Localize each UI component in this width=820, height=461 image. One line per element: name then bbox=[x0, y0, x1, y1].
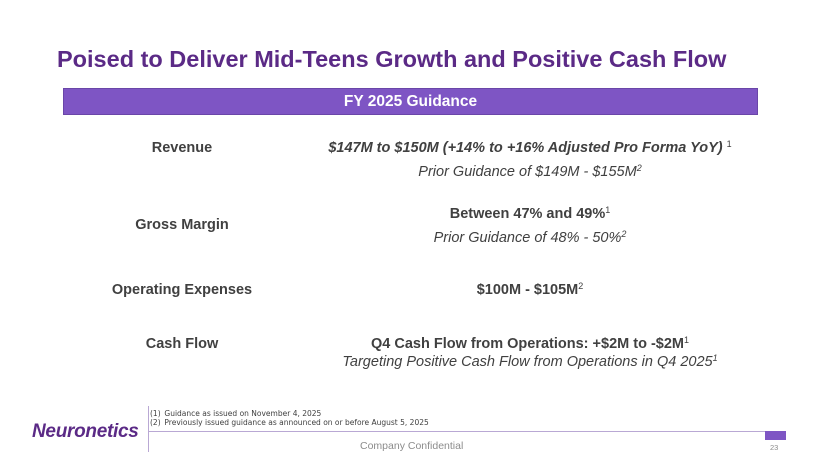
footer-divider-vertical bbox=[148, 406, 149, 452]
footnote-ref: 2 bbox=[621, 229, 627, 239]
guidance-banner: FY 2025 Guidance bbox=[63, 88, 758, 115]
cash-flow-guidance: Q4 Cash Flow from Operations: +$2M to -$… bbox=[370, 335, 690, 352]
gross-margin-prior-guidance: Prior Guidance of 48% - 50%2 bbox=[433, 229, 627, 246]
company-confidential: Company Confidential bbox=[360, 440, 464, 452]
revenue-label: Revenue bbox=[151, 140, 213, 156]
opex-label: Operating Expenses bbox=[111, 282, 253, 298]
neuronetics-logo: Neuronetics bbox=[32, 421, 139, 442]
cash-flow-label: Cash Flow bbox=[145, 336, 219, 352]
slide-title: Poised to Deliver Mid-Teens Growth and P… bbox=[57, 46, 727, 72]
revenue-guidance: $147M to $150M (+14% to +16% Adjusted Pr… bbox=[328, 139, 732, 156]
gross-margin-guidance: Between 47% and 49%1 bbox=[449, 205, 611, 222]
opex-guidance: $100M - $105M2 bbox=[476, 281, 584, 298]
gross-margin-label: Gross Margin bbox=[135, 217, 229, 233]
cash-flow-target: Targeting Positive Cash Flow from Operat… bbox=[342, 353, 718, 370]
footnote-2: (2) Previously issued guidance as announ… bbox=[150, 418, 429, 427]
footnote-ref: 1 bbox=[726, 139, 732, 149]
page-number: 23 bbox=[770, 443, 779, 452]
footnote-1: (1) Guidance as issued on November 4, 20… bbox=[150, 409, 322, 418]
revenue-prior-guidance: Prior Guidance of $149M - $155M2 bbox=[418, 163, 642, 180]
footnote-ref: 2 bbox=[636, 163, 642, 173]
footnote-ref: 1 bbox=[605, 205, 611, 215]
footnote-ref: 1 bbox=[684, 335, 690, 345]
footnote-ref: 1 bbox=[712, 353, 718, 363]
footer-divider-horizontal bbox=[148, 431, 785, 432]
footer-accent-block bbox=[765, 431, 786, 440]
footnote-ref: 2 bbox=[578, 281, 584, 291]
